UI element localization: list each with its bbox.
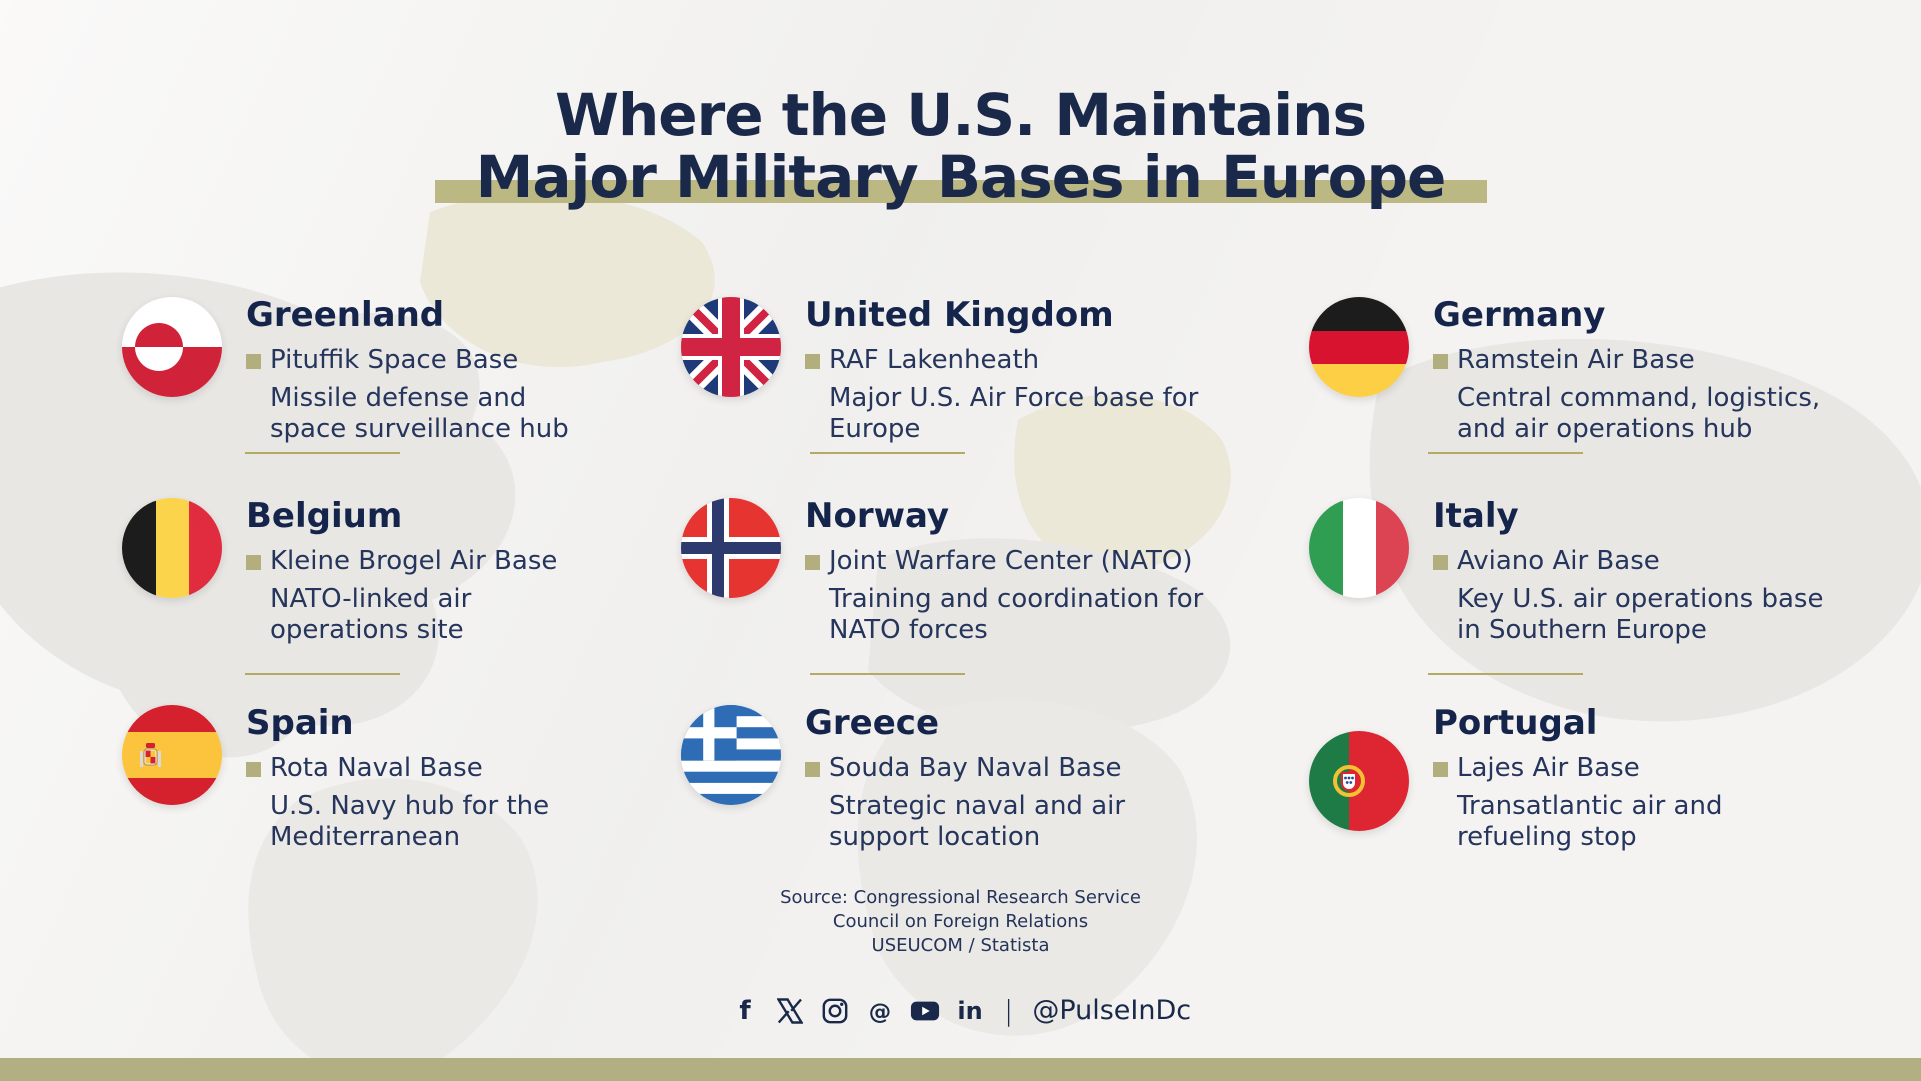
page-title-line-1: Where the U.S. Maintains <box>555 81 1367 149</box>
linkedin-icon[interactable]: in <box>955 996 985 1026</box>
base-description: Transatlantic air and refueling stop <box>1457 790 1723 852</box>
column-divider <box>1428 452 1583 454</box>
germany-flag-icon <box>1309 297 1409 397</box>
country-name: Portugal <box>1433 703 1598 743</box>
country-name: Norway <box>805 496 950 536</box>
country-name: Greece <box>805 703 940 743</box>
threads-icon[interactable]: @ <box>865 996 895 1026</box>
source-line-3: USEUCOM / Statista <box>871 935 1050 956</box>
country-name: Greenland <box>246 295 445 335</box>
instagram-icon[interactable] <box>820 996 850 1026</box>
base-name: Lajes Air Base <box>1457 752 1640 783</box>
base-description: U.S. Navy hub for the Mediterranean <box>270 790 550 852</box>
base-description: Major U.S. Air Force base for Europe <box>829 382 1199 444</box>
svg-text:@: @ <box>869 998 891 1024</box>
uk-flag-icon <box>681 297 781 397</box>
country-name: Spain <box>246 703 354 743</box>
country-entry-greece: Greece Souda Bay Naval Base Strategic na… <box>681 705 1275 852</box>
base-name: Rota Naval Base <box>270 752 483 783</box>
footer-bar <box>0 1058 1921 1081</box>
page-title-line-2: Major Military Bases in Europe <box>475 143 1447 211</box>
country-entry-portugal: Portugal Lajes Air Base Transatlantic ai… <box>1309 705 1903 852</box>
column-divider <box>245 452 400 454</box>
bullet-square-icon <box>246 353 261 369</box>
base-name: Aviano Air Base <box>1457 545 1660 576</box>
source-attribution: Source: Congressional Research Service C… <box>0 886 1921 958</box>
base-description: Missile defense and space surveillance h… <box>270 382 569 444</box>
bullet-square-icon <box>246 761 261 777</box>
footer-separator: | <box>1003 994 1014 1027</box>
italy-flag-icon <box>1309 498 1409 598</box>
base-name: RAF Lakenheath <box>829 344 1040 375</box>
country-entry-united-kingdom: United Kingdom RAF Lakenheath Major U.S.… <box>681 297 1275 444</box>
country-entry-germany: Germany Ramstein Air Base Central comman… <box>1309 297 1903 444</box>
column-divider <box>810 673 965 675</box>
title-highlight-bar <box>434 180 1487 203</box>
norway-flag-icon <box>681 498 781 598</box>
bullet-square-icon <box>805 761 820 777</box>
column-divider <box>1428 673 1583 675</box>
base-description: Central command, logistics, and air oper… <box>1457 382 1821 444</box>
base-name: Pituffik Space Base <box>270 344 519 375</box>
country-entry-spain: Spain Rota Naval Base U.S. Navy hub for … <box>122 705 716 852</box>
facebook-icon[interactable]: f <box>730 996 760 1026</box>
country-name: Italy <box>1433 496 1519 536</box>
bullet-square-icon <box>805 353 820 369</box>
greece-flag-icon <box>681 705 781 805</box>
column-divider <box>810 452 965 454</box>
bullet-square-icon <box>805 554 820 570</box>
base-name: Kleine Brogel Air Base <box>270 545 558 576</box>
base-description: Key U.S. air operations base in Southern… <box>1457 583 1824 645</box>
svg-text:in: in <box>957 997 982 1025</box>
spain-flag-icon <box>122 705 222 805</box>
source-line-2: Council on Foreign Relations <box>832 911 1089 932</box>
base-description: NATO-linked air operations site <box>270 583 472 645</box>
base-name: Souda Bay Naval Base <box>829 752 1122 783</box>
country-name: Belgium <box>246 496 403 536</box>
x-icon[interactable] <box>775 996 805 1026</box>
youtube-icon[interactable] <box>910 996 940 1026</box>
bullet-square-icon <box>246 554 261 570</box>
base-name: Ramstein Air Base <box>1457 344 1695 375</box>
belgium-flag-icon <box>122 498 222 598</box>
source-line-1: Source: Congressional Research Service <box>780 887 1141 908</box>
country-entry-greenland: Greenland Pituffik Space Base Missile de… <box>122 297 716 444</box>
bullet-square-icon <box>1433 554 1448 570</box>
greenland-flag-icon <box>122 297 222 397</box>
base-description: Strategic naval and air support location <box>829 790 1126 852</box>
bullet-square-icon <box>1433 761 1448 777</box>
country-entry-belgium: Belgium Kleine Brogel Air Base NATO-link… <box>122 498 716 645</box>
bullet-square-icon <box>1433 353 1448 369</box>
country-entry-italy: Italy Aviano Air Base Key U.S. air opera… <box>1309 498 1903 645</box>
social-handle[interactable]: @PulseInDc <box>1032 995 1192 1026</box>
page-title: Where the U.S. Maintains Major Military … <box>0 84 1921 208</box>
svg-text:f: f <box>739 998 751 1024</box>
column-divider <box>245 673 400 675</box>
country-name: United Kingdom <box>805 295 1114 335</box>
base-name: Joint Warfare Center (NATO) <box>829 545 1193 576</box>
portugal-flag-icon <box>1309 731 1409 831</box>
base-description: Training and coordination for NATO force… <box>829 583 1204 645</box>
country-entry-norway: Norway Joint Warfare Center (NATO) Train… <box>681 498 1275 645</box>
social-media-row: f @ in | @PulseInDc <box>0 994 1921 1027</box>
country-name: Germany <box>1433 295 1606 335</box>
